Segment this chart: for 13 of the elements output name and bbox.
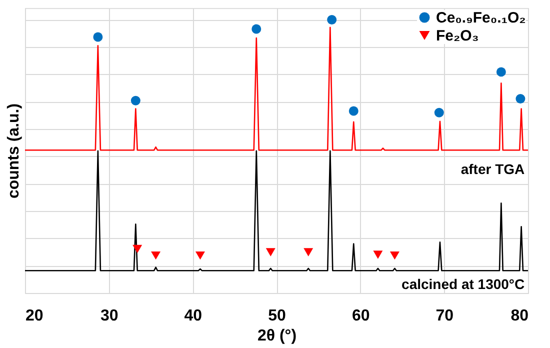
x-tick-label: 40 bbox=[184, 308, 202, 324]
annotation: after TGA bbox=[460, 161, 525, 178]
x-tick-label: 20 bbox=[26, 308, 44, 324]
x-tick-label: 50 bbox=[268, 308, 286, 324]
x-axis-title: 2θ (°) bbox=[257, 328, 297, 344]
x-tick-label: 30 bbox=[100, 308, 118, 324]
x-tick-label: 80 bbox=[510, 308, 529, 324]
legend-label: Ce₀.₉Fe₀.₁O₂ bbox=[436, 10, 526, 26]
x-tick-label: 60 bbox=[352, 308, 370, 324]
y-axis-title: counts (a.u.) bbox=[6, 103, 22, 199]
x-tick-label: 70 bbox=[436, 308, 454, 324]
legend-label: Fe₂O₃ bbox=[436, 28, 479, 44]
annotation: calcined at 1300°C bbox=[402, 276, 525, 292]
